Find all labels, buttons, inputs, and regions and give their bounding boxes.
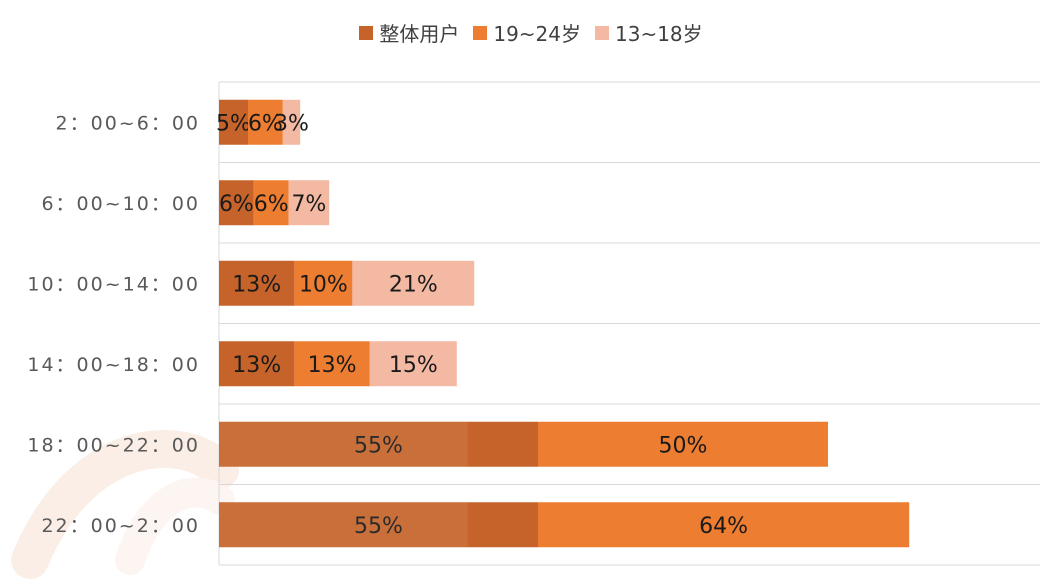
bar-segment <box>538 502 910 548</box>
bar-segment <box>219 341 295 387</box>
legend-label-19-24: 19~24岁 <box>493 22 581 46</box>
bar-segment <box>219 260 295 306</box>
data-label: 55% <box>354 433 403 458</box>
watermark-ornament <box>11 429 239 579</box>
bar-segment <box>219 421 538 467</box>
y-tick-label: 6：00~10：00 <box>41 193 200 215</box>
bar-highlight <box>219 421 468 467</box>
bar-segment <box>253 180 289 226</box>
data-label: 15% <box>389 353 438 378</box>
legend-swatch-13-18 <box>595 25 609 40</box>
legend-swatch-19-24 <box>473 25 488 40</box>
legend-label-13-18: 13~18岁 <box>615 22 703 46</box>
y-tick-label: 2：00~6：00 <box>56 112 200 134</box>
bar-segment <box>248 99 283 145</box>
data-label: 13% <box>232 272 281 297</box>
y-tick-label: 22：00~2：00 <box>41 515 200 537</box>
bar-segment <box>369 341 457 387</box>
y-tick-label: 14：00~18：00 <box>27 354 200 376</box>
data-label: 50% <box>659 433 708 458</box>
bar-segment <box>219 180 254 226</box>
bar-segment <box>288 180 330 226</box>
data-label: 21% <box>389 272 438 297</box>
bar-highlight <box>219 502 468 548</box>
data-label: 7% <box>291 192 326 217</box>
legend-item-19-24: 19~24岁 <box>473 18 581 47</box>
data-label: 55% <box>354 514 403 539</box>
data-label: 64% <box>699 514 748 539</box>
data-label: 3% <box>274 111 309 136</box>
data-label: 6% <box>254 192 289 217</box>
data-label: 13% <box>308 353 357 378</box>
chart-legend: 整体用户 19~24岁 13~18岁 <box>0 18 1062 47</box>
bar-segment <box>282 99 301 145</box>
bar-segment <box>219 502 538 548</box>
bar-segment <box>294 341 370 387</box>
y-tick-label: 18：00~22：00 <box>27 434 200 456</box>
legend-item-overall: 整体用户 <box>359 18 459 47</box>
bar-segment <box>294 260 353 306</box>
data-label: 5% <box>216 111 251 136</box>
legend-label-overall: 整体用户 <box>379 22 460 46</box>
data-label: 6% <box>248 111 283 136</box>
y-tick-label: 10：00~14：00 <box>27 273 200 295</box>
bar-segment <box>538 421 828 467</box>
bar-segment <box>219 99 248 145</box>
data-label: 10% <box>299 272 348 297</box>
legend-swatch-overall <box>359 25 374 40</box>
bar-segment <box>352 260 475 306</box>
legend-item-13-18: 13~18岁 <box>595 18 703 47</box>
data-label: 13% <box>232 353 281 378</box>
data-label: 6% <box>219 192 254 217</box>
